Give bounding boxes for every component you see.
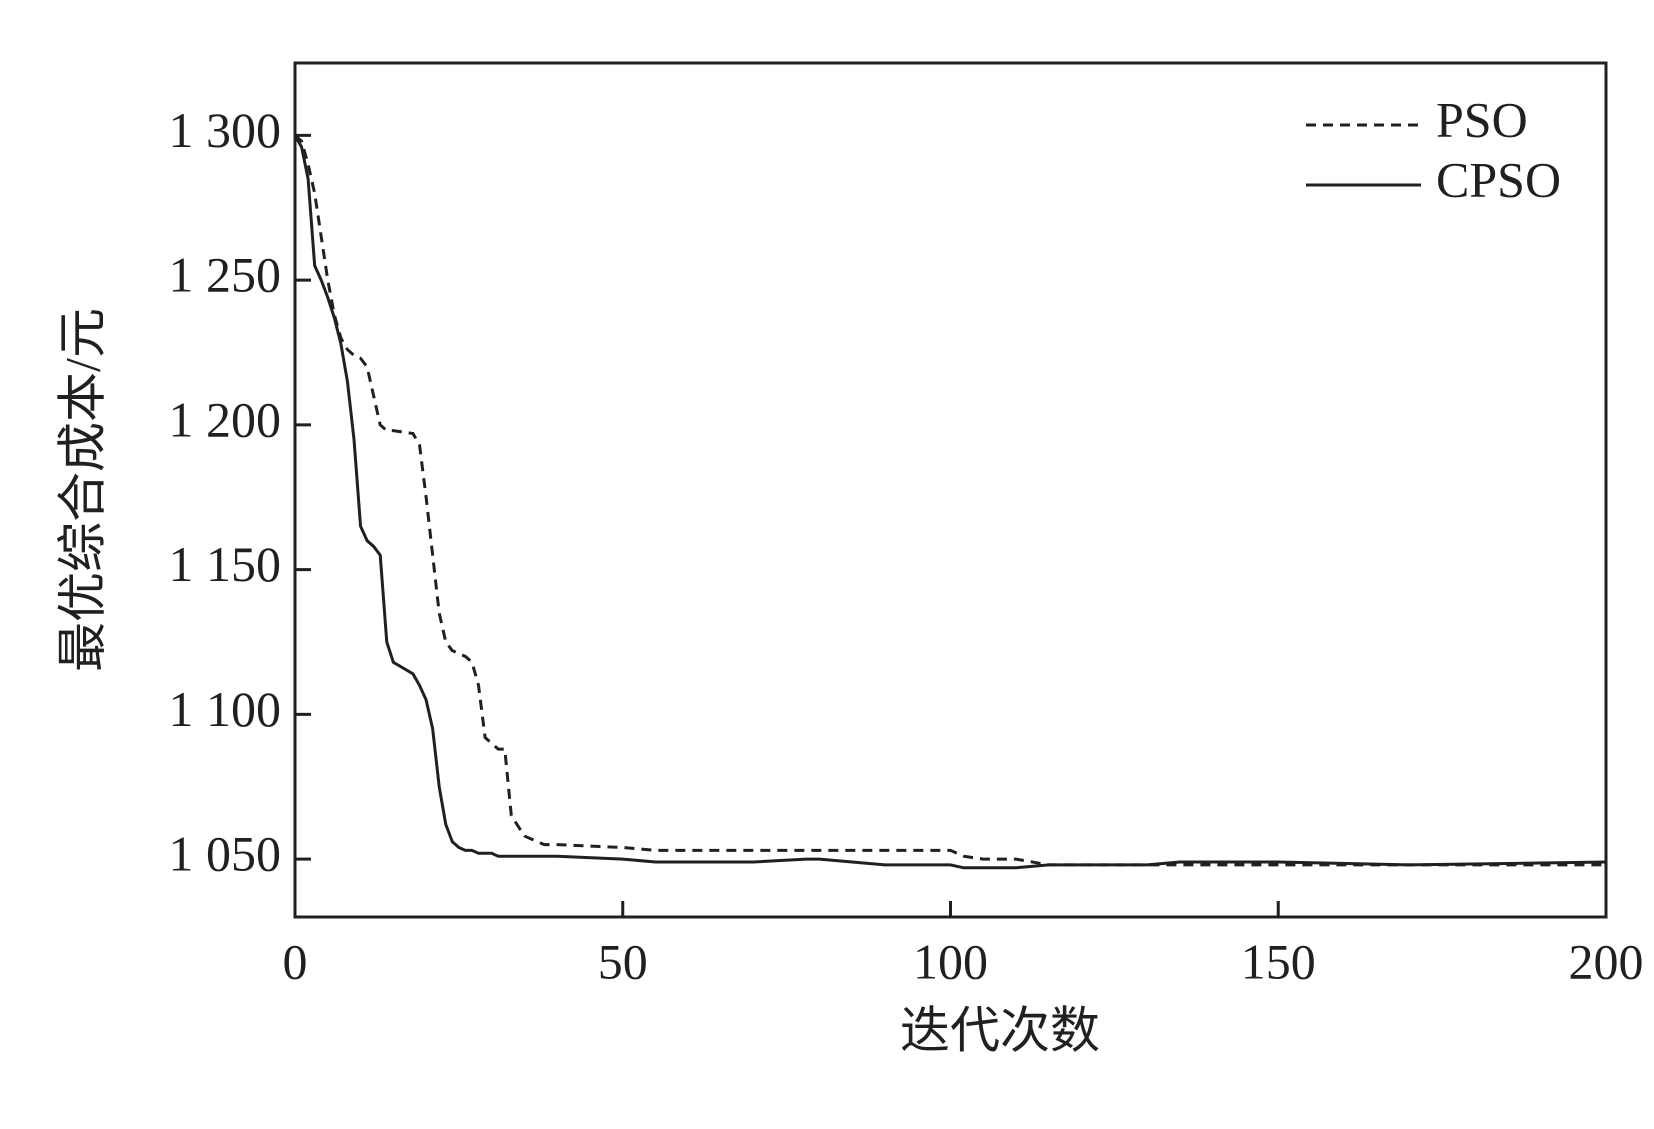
x-tick-label: 50 bbox=[598, 933, 648, 989]
x-tick-label: 100 bbox=[913, 933, 988, 989]
legend-label: CPSO bbox=[1436, 151, 1561, 207]
y-tick-label: 1 050 bbox=[169, 826, 282, 882]
y-axis-label: 最优综合成本/元 bbox=[54, 308, 110, 672]
x-tick-label: 0 bbox=[283, 933, 308, 989]
plot-frame bbox=[293, 61, 1608, 919]
x-axis-label: 迭代次数 bbox=[900, 1002, 1100, 1058]
y-tick-label: 1 250 bbox=[169, 247, 282, 303]
legend-label: PSO bbox=[1436, 91, 1528, 147]
data-line bbox=[293, 134, 1607, 870]
y-tick-label: 1 200 bbox=[169, 391, 282, 447]
x-tick-label: 150 bbox=[1241, 933, 1316, 989]
y-tick-label: 1 300 bbox=[169, 102, 282, 158]
y-tick-label: 1 100 bbox=[169, 681, 282, 737]
x-tick-label: 200 bbox=[1569, 933, 1644, 989]
data-line bbox=[294, 134, 1606, 867]
y-tick-label: 1 150 bbox=[169, 536, 282, 592]
